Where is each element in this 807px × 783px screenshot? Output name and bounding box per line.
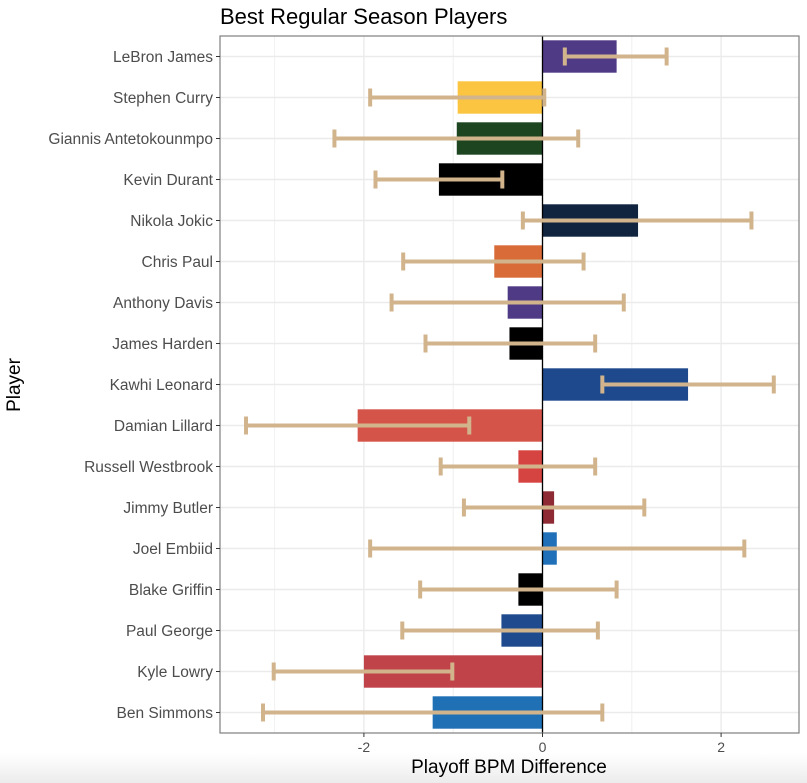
error-bar <box>260 703 605 722</box>
y-tick-label: LeBron James <box>113 49 213 66</box>
y-tick-label: Anthony Davis <box>113 295 213 312</box>
y-tick-label: Russell Westbrook <box>84 459 213 476</box>
error-bar <box>600 375 776 394</box>
y-axis-title: Player <box>4 357 25 412</box>
y-tick-label: Paul George <box>126 623 213 640</box>
y-tick-label: James Harden <box>112 336 213 353</box>
y-tick-label: Nikola Jokic <box>130 213 213 230</box>
y-tick-label: Blake Griffin <box>129 582 213 599</box>
y-tick-label: Joel Embiid <box>133 541 213 558</box>
error-bar <box>423 334 598 353</box>
x-tick-label: 2 <box>717 739 725 755</box>
error-bar <box>461 498 647 517</box>
y-tick-label: Giannis Antetokounmpo <box>48 131 213 148</box>
y-tick-label: Chris Paul <box>142 254 214 271</box>
error-bar <box>368 539 747 558</box>
error-bar <box>562 47 669 66</box>
x-tick-label: 0 <box>539 739 547 755</box>
error-bar <box>438 457 598 476</box>
error-bar <box>271 662 455 681</box>
error-bar <box>244 416 472 435</box>
y-tick-label: Jimmy Butler <box>123 500 213 517</box>
error-bar <box>389 293 626 312</box>
error-bars <box>244 47 776 722</box>
y-tick-label: Stephen Curry <box>113 90 213 107</box>
y-tick-label: Damian Lillard <box>114 418 213 435</box>
bottom-fade <box>0 753 807 783</box>
y-axis: LeBron James Stephen Curry Giannis Antetok… <box>48 49 220 722</box>
error-bar <box>401 252 586 271</box>
error-bar <box>418 580 619 599</box>
y-tick-label: Kevin Durant <box>123 172 213 189</box>
error-bar <box>373 170 505 189</box>
x-axis-title: Playoff BPM Difference <box>411 757 607 778</box>
x-axis: -2 0 2 <box>358 733 725 755</box>
error-bar <box>332 129 581 148</box>
error-bar <box>400 621 600 640</box>
x-tick-label: -2 <box>358 739 371 755</box>
y-tick-label: Kyle Lowry <box>137 664 213 681</box>
chart-title: Best Regular Season Players <box>220 4 507 29</box>
y-tick-label: Ben Simmons <box>117 705 214 722</box>
error-bar <box>368 88 547 107</box>
error-bar <box>520 211 754 230</box>
y-tick-label: Kawhi Leonard <box>110 377 213 394</box>
